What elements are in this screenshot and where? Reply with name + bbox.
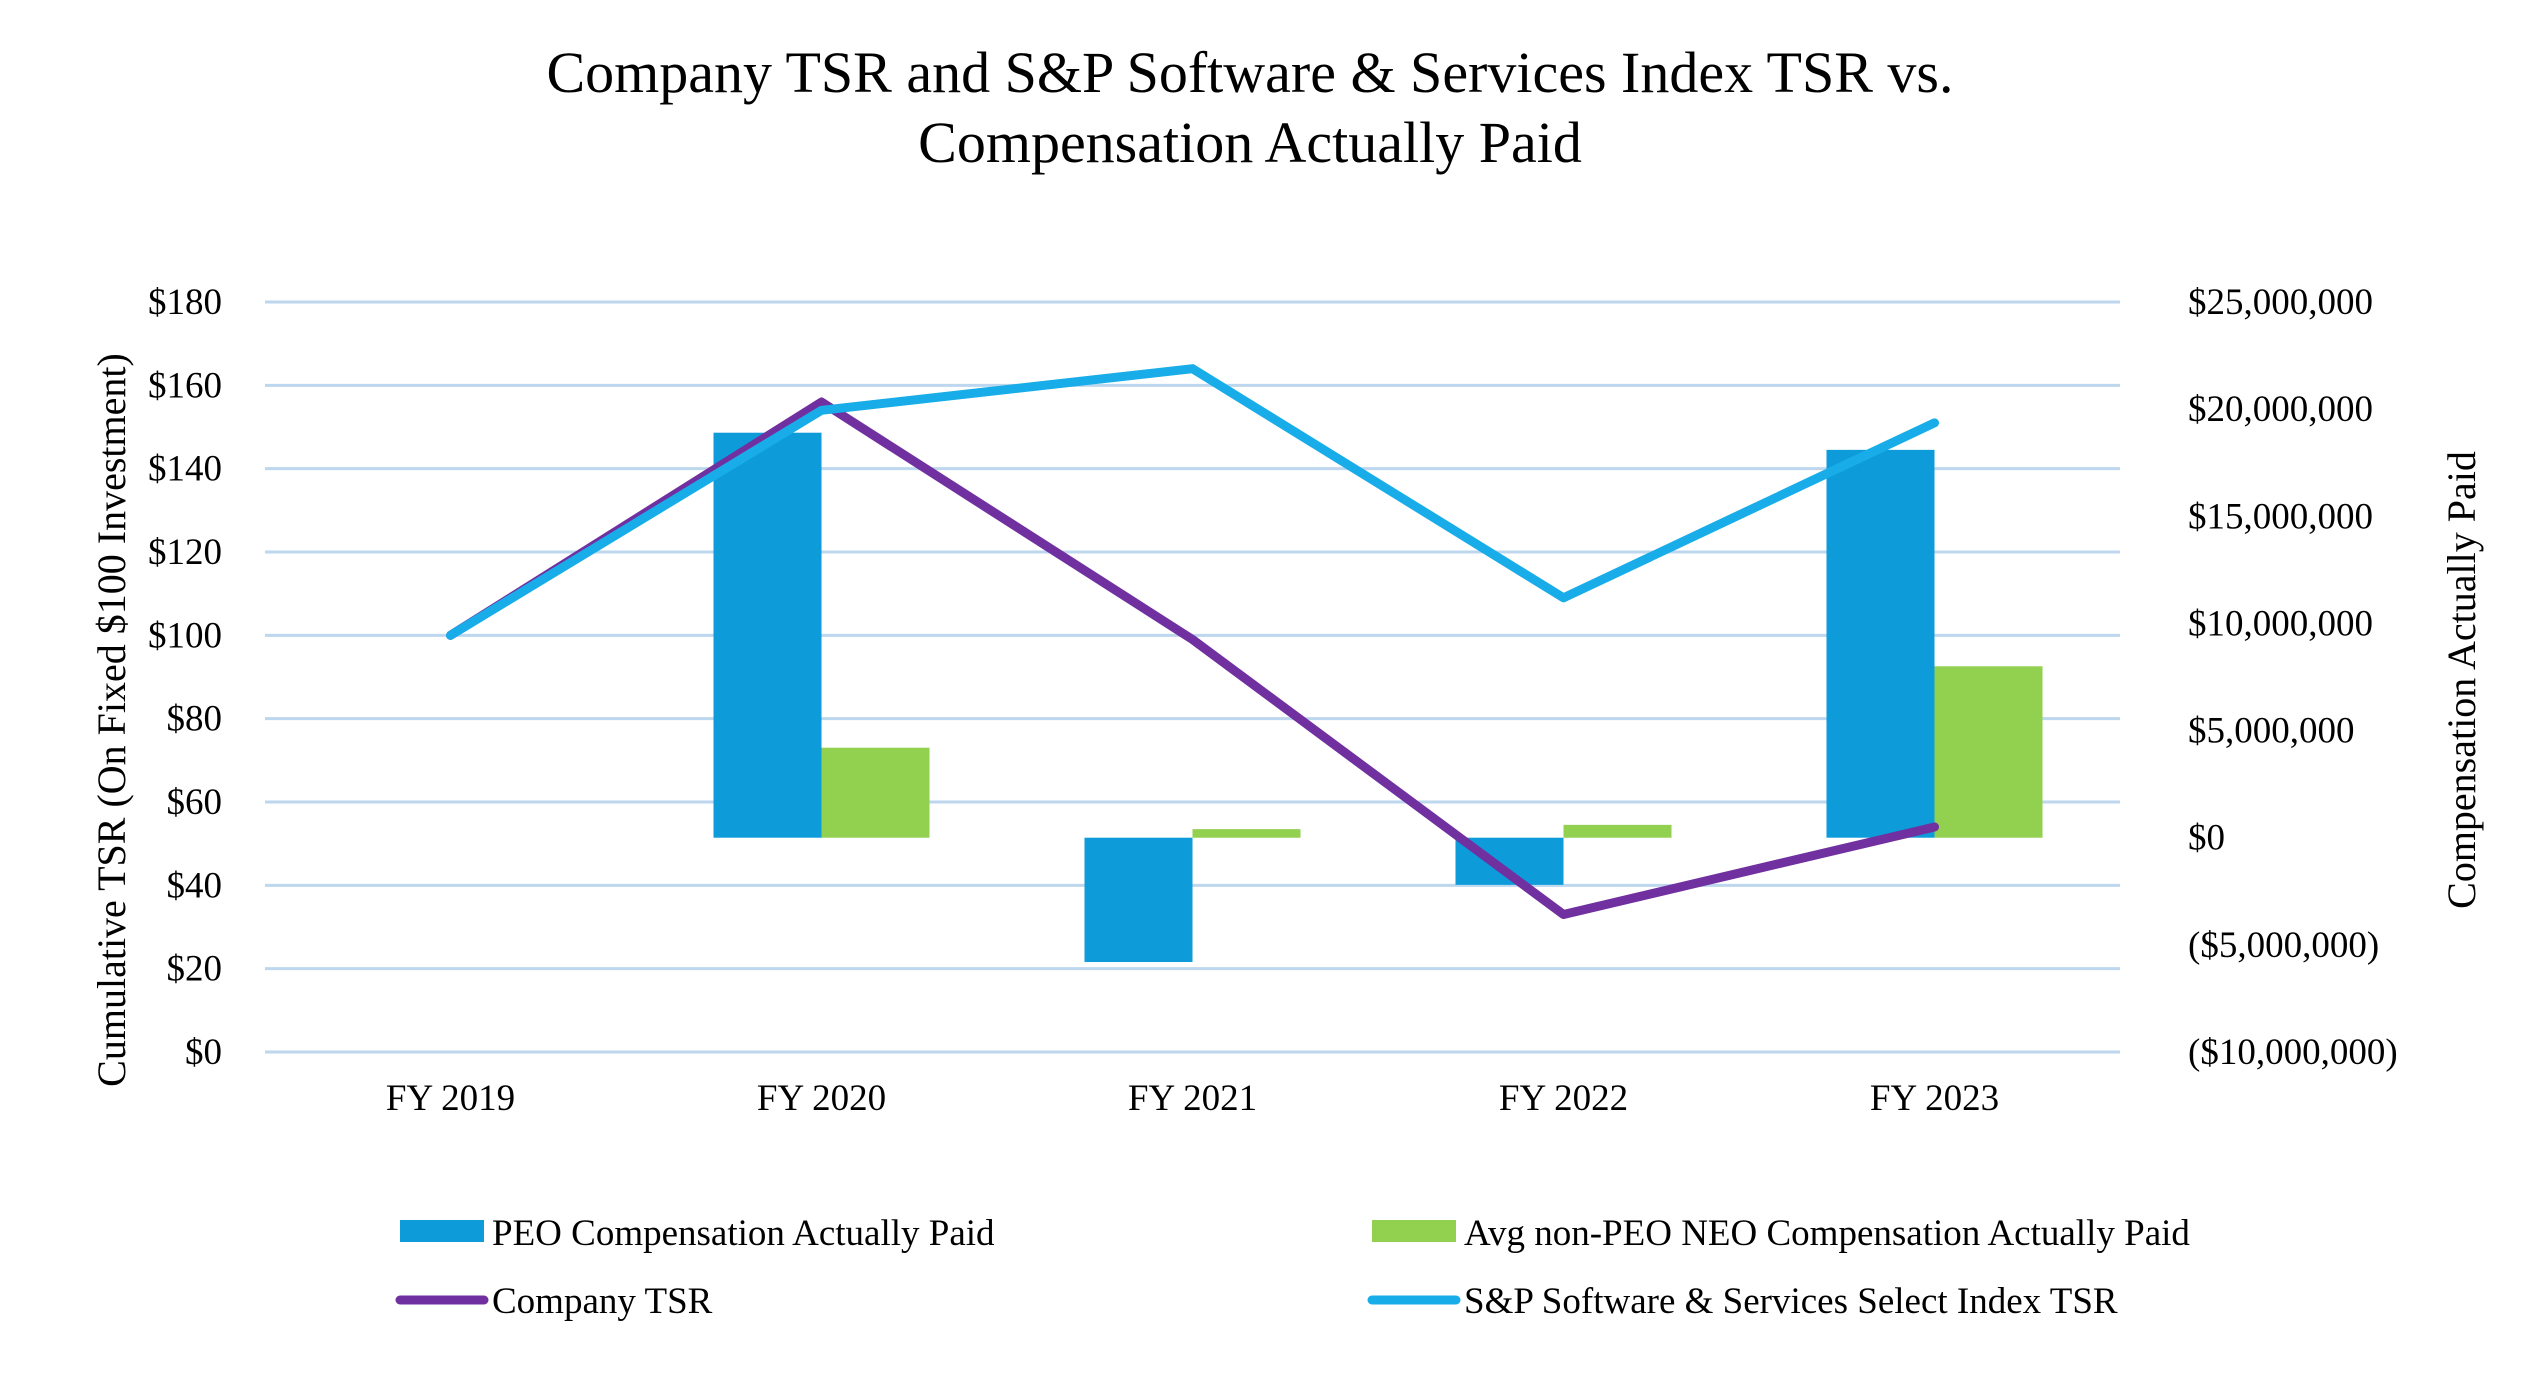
legend-label: Company TSR <box>492 1281 713 1322</box>
line-marks <box>446 364 1939 919</box>
chart-title-line-2: Compensation Actually Paid <box>918 110 1582 175</box>
right-tick-label: $15,000,000 <box>2188 496 2373 537</box>
right-tick-label: $10,000,000 <box>2188 603 2373 644</box>
index-tsr-line <box>446 364 1939 640</box>
legend-label: Avg non-PEO NEO Compensation Actually Pa… <box>1464 1213 2190 1254</box>
bar-marks <box>713 432 2043 962</box>
legend-swatch-bar <box>1372 1220 1456 1242</box>
bar-neo-2 <box>1192 829 1301 838</box>
right-axis-title: Compensation Actually Paid <box>2439 451 2484 909</box>
company-tsr-line <box>446 397 1939 919</box>
left-tick-label: $20 <box>167 949 223 990</box>
right-axis-ticks: ($10,000,000) ($5,000,000) $0 $5,000,000 $10… <box>2188 282 2398 1073</box>
x-tick-label: FY 2020 <box>757 1078 886 1119</box>
bar-peo-1 <box>713 432 822 838</box>
legend-swatch-bar <box>400 1220 484 1242</box>
bar-neo-1 <box>821 747 930 838</box>
left-tick-label: $0 <box>185 1032 222 1073</box>
bar-peo-4 <box>1826 449 1935 838</box>
chart-title-line-1: Company TSR and S&P Software & Services … <box>546 40 1953 105</box>
bar-peo-2 <box>1084 837 1193 962</box>
legend: PEO Compensation Actually Paid Avg non-PE… <box>395 1213 2190 1322</box>
legend-label: S&P Software & Services Select Index TSR <box>1464 1281 2118 1322</box>
left-axis-ticks: $0 $20 $40 $60 $80 $100 $120 $140 $160 $180 <box>148 282 222 1073</box>
left-tick-label: $160 <box>148 365 222 406</box>
left-tick-label: $100 <box>148 615 222 656</box>
x-tick-label: FY 2022 <box>1499 1078 1628 1119</box>
left-tick-label: $180 <box>148 282 222 323</box>
legend-label: PEO Compensation Actually Paid <box>492 1213 995 1254</box>
left-tick-label: $80 <box>167 699 223 740</box>
x-tick-label: FY 2019 <box>386 1078 515 1119</box>
x-axis-ticks: FY 2019 FY 2020 FY 2021 FY 2022 FY 2023 <box>386 1078 1999 1119</box>
right-tick-label: $25,000,000 <box>2188 282 2373 323</box>
x-tick-label: FY 2021 <box>1128 1078 1257 1119</box>
left-axis-title: Cumulative TSR (On Fixed $100 Investment… <box>89 353 134 1087</box>
left-tick-label: $60 <box>167 782 223 823</box>
bar-neo-3 <box>1563 824 1672 838</box>
bar-neo-4 <box>1934 666 2043 838</box>
left-tick-label: $40 <box>167 865 223 906</box>
left-tick-label: $120 <box>148 532 222 573</box>
right-tick-label: $0 <box>2188 818 2225 859</box>
right-tick-label: $20,000,000 <box>2188 389 2373 430</box>
x-tick-label: FY 2023 <box>1870 1078 1999 1119</box>
right-tick-label: ($5,000,000) <box>2188 925 2379 966</box>
right-tick-label: $5,000,000 <box>2188 711 2355 752</box>
left-tick-label: $140 <box>148 449 222 490</box>
right-tick-label: ($10,000,000) <box>2188 1032 2398 1073</box>
